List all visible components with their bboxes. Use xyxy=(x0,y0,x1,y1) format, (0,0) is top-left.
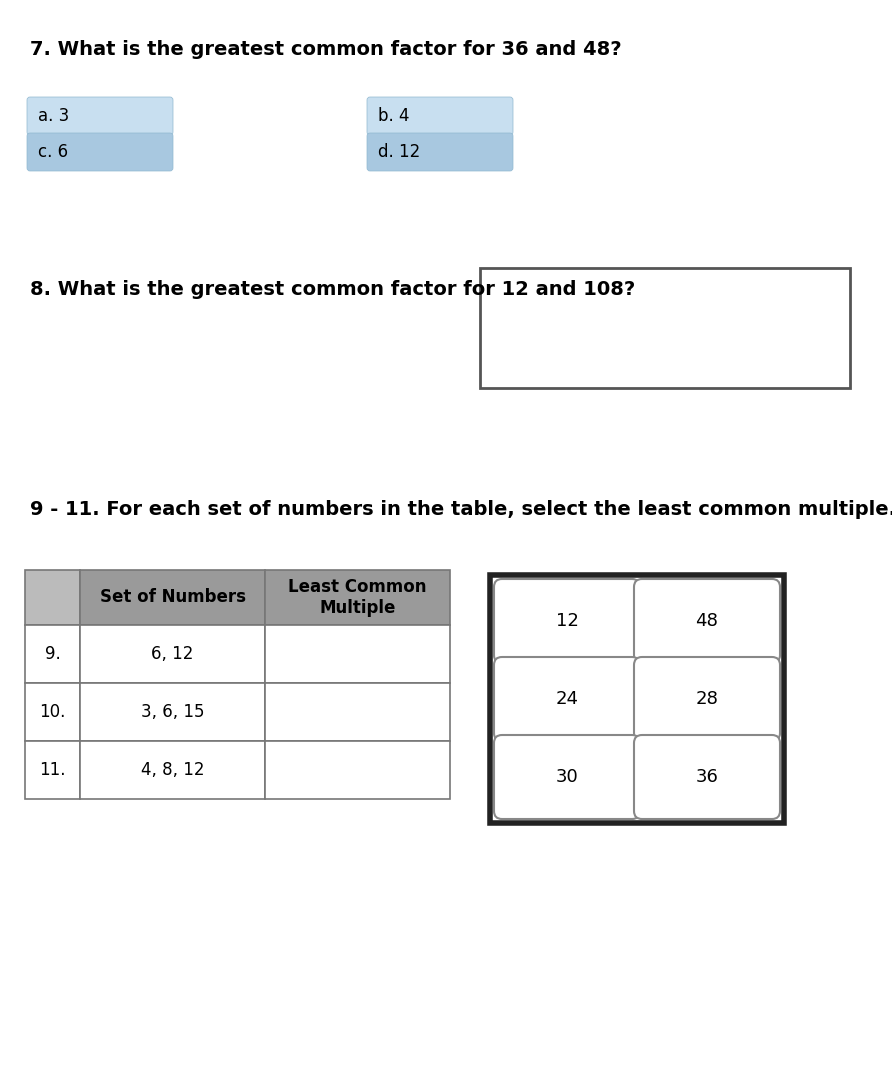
Text: 3, 6, 15: 3, 6, 15 xyxy=(141,703,204,721)
Bar xyxy=(25,741,80,799)
Text: 30: 30 xyxy=(556,768,578,786)
FancyBboxPatch shape xyxy=(634,735,780,819)
Text: Set of Numbers: Set of Numbers xyxy=(100,588,245,607)
Text: 12: 12 xyxy=(556,612,578,630)
Text: Least Common
Multiple: Least Common Multiple xyxy=(288,578,426,617)
FancyBboxPatch shape xyxy=(27,134,173,171)
FancyBboxPatch shape xyxy=(494,735,640,819)
Bar xyxy=(265,684,450,741)
Text: 7. What is the greatest common factor for 36 and 48?: 7. What is the greatest common factor fo… xyxy=(30,40,622,59)
FancyBboxPatch shape xyxy=(494,657,640,741)
Bar xyxy=(265,625,450,684)
Bar xyxy=(80,741,265,799)
Bar xyxy=(25,570,80,625)
Bar xyxy=(265,741,450,799)
Bar xyxy=(490,575,784,823)
Text: b. 4: b. 4 xyxy=(378,107,409,125)
Text: a. 3: a. 3 xyxy=(38,107,70,125)
FancyBboxPatch shape xyxy=(367,134,513,171)
Bar xyxy=(80,684,265,741)
FancyBboxPatch shape xyxy=(494,579,640,663)
Text: 28: 28 xyxy=(696,690,718,708)
Text: 6, 12: 6, 12 xyxy=(152,645,194,663)
Text: 36: 36 xyxy=(696,768,718,786)
Text: 11.: 11. xyxy=(39,761,66,779)
Bar xyxy=(480,268,850,388)
FancyBboxPatch shape xyxy=(634,657,780,741)
Text: c. 6: c. 6 xyxy=(38,143,68,161)
FancyBboxPatch shape xyxy=(27,97,173,135)
Text: 9.: 9. xyxy=(45,645,61,663)
Text: 9 - 11. For each set of numbers in the table, select the least common multiple.: 9 - 11. For each set of numbers in the t… xyxy=(30,500,892,519)
Text: 48: 48 xyxy=(696,612,718,630)
Text: 10.: 10. xyxy=(39,703,66,721)
Text: 4, 8, 12: 4, 8, 12 xyxy=(141,761,204,779)
FancyBboxPatch shape xyxy=(634,579,780,663)
Bar xyxy=(265,570,450,625)
Bar xyxy=(25,625,80,684)
Text: d. 12: d. 12 xyxy=(378,143,420,161)
Bar xyxy=(80,625,265,684)
Text: 24: 24 xyxy=(556,690,579,708)
Bar xyxy=(80,570,265,625)
Bar xyxy=(25,684,80,741)
Text: 8. What is the greatest common factor for 12 and 108?: 8. What is the greatest common factor fo… xyxy=(30,280,635,299)
FancyBboxPatch shape xyxy=(367,97,513,135)
